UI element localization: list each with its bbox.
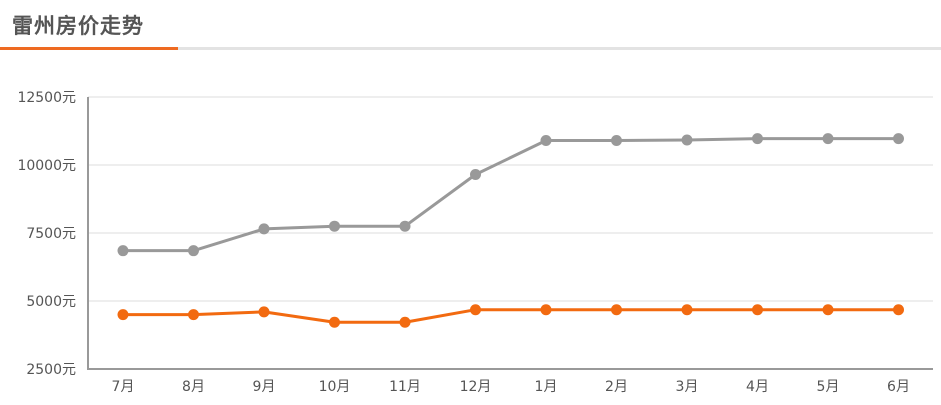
x-axis-ticks: 7月 8月 9月 10月 11月 12月 1月 2月 3月 4月 5月 6月 (112, 379, 910, 395)
data-point[interactable] (258, 306, 270, 318)
title-divider (0, 47, 941, 50)
y-tick-label: 2500元 (26, 362, 76, 378)
data-point[interactable] (822, 133, 834, 145)
page-title: 雷州房价走势 (12, 14, 144, 38)
data-point[interactable] (893, 133, 904, 145)
data-point[interactable] (540, 304, 552, 316)
data-point[interactable] (329, 220, 340, 232)
data-point[interactable] (822, 304, 834, 316)
data-point[interactable] (681, 304, 693, 316)
x-tick-label: 11月 (389, 379, 421, 395)
x-tick-label: 1月 (535, 379, 558, 395)
y-tick-label: 7500元 (26, 226, 76, 242)
x-tick-label: 6月 (887, 379, 910, 395)
series-line-0 (123, 137, 899, 253)
grid-lines (88, 96, 933, 302)
data-point[interactable] (399, 220, 411, 232)
data-point[interactable] (399, 316, 411, 328)
data-point[interactable] (470, 169, 481, 181)
data-point[interactable] (117, 309, 129, 321)
data-point[interactable] (470, 304, 481, 316)
y-axis-ticks: 2500元 5000元 7500元 10000元 12500元 (17, 90, 76, 378)
data-point[interactable] (117, 245, 129, 257)
x-tick-label: 5月 (817, 379, 840, 395)
y-tick-label: 12500元 (17, 90, 76, 106)
series-line-1 (123, 308, 899, 324)
data-point[interactable] (893, 304, 904, 316)
x-tick-label: 3月 (676, 379, 699, 395)
x-tick-label: 8月 (182, 379, 205, 395)
x-tick-label: 9月 (253, 379, 276, 395)
data-point[interactable] (188, 309, 199, 321)
title-accent-bar (0, 47, 178, 50)
series-group (117, 133, 904, 328)
data-point[interactable] (258, 223, 270, 235)
x-tick-label: 12月 (460, 379, 492, 395)
data-point[interactable] (188, 245, 199, 257)
data-point[interactable] (540, 135, 552, 147)
data-point[interactable] (611, 304, 622, 316)
x-tick-label: 2月 (605, 379, 628, 395)
axes (87, 97, 933, 370)
x-tick-label: 10月 (319, 379, 351, 395)
x-tick-label: 4月 (746, 379, 769, 395)
y-tick-label: 5000元 (26, 294, 76, 310)
data-point[interactable] (611, 135, 622, 147)
data-point[interactable] (681, 134, 693, 146)
data-point[interactable] (752, 133, 763, 145)
data-point[interactable] (752, 304, 763, 316)
data-point[interactable] (329, 316, 340, 328)
y-tick-label: 10000元 (17, 158, 76, 174)
x-tick-label: 7月 (112, 379, 135, 395)
